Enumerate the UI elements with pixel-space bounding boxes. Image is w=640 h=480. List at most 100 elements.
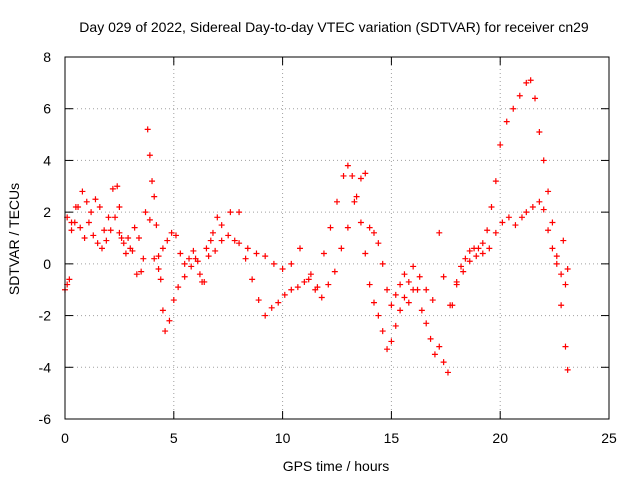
data-point [164, 237, 171, 244]
data-point [194, 258, 201, 265]
x-axis-label: GPS time / hours [283, 458, 390, 474]
data-point [114, 183, 121, 190]
data-point [122, 250, 129, 257]
data-point [275, 299, 282, 306]
data-point [225, 232, 232, 239]
data-point [431, 351, 438, 358]
x-tick-label: 10 [275, 430, 291, 446]
data-point [196, 271, 203, 278]
data-point [175, 284, 182, 291]
data-point [392, 322, 399, 329]
data-point [558, 271, 565, 278]
data-point [392, 291, 399, 298]
data-point [68, 219, 75, 226]
data-point [357, 175, 364, 182]
data-point [536, 198, 543, 205]
data-point [553, 253, 560, 260]
data-point [440, 273, 447, 280]
data-point [375, 240, 382, 247]
data-point [479, 240, 486, 247]
data-point [416, 273, 423, 280]
data-point [436, 343, 443, 350]
data-point [101, 227, 108, 234]
data-point [466, 247, 473, 254]
y-tick-label: 8 [43, 49, 51, 65]
data-point [177, 250, 184, 257]
data-point [362, 170, 369, 177]
data-point [155, 253, 162, 260]
data-point [379, 260, 386, 267]
data-point [510, 105, 517, 112]
data-point [553, 260, 560, 267]
data-point [486, 245, 493, 252]
data-point [255, 297, 262, 304]
data-point [109, 185, 116, 192]
plot-frame [64, 56, 610, 420]
data-point [427, 335, 434, 342]
data-point [236, 209, 243, 216]
x-tick-label: 5 [170, 430, 178, 446]
data-point [203, 245, 210, 252]
data-point [518, 214, 525, 221]
data-point [118, 235, 125, 241]
data-point [527, 77, 534, 84]
data-point [107, 227, 114, 234]
data-point [79, 188, 86, 195]
data-point [532, 95, 539, 102]
data-point [88, 209, 95, 216]
data-point [92, 196, 99, 203]
data-point [338, 245, 345, 252]
data-point [153, 222, 160, 229]
data-point [410, 286, 417, 293]
chart-title: Day 029 of 2022, Sidereal Day-to-day VTE… [79, 19, 589, 35]
y-tick-label: -6 [39, 411, 52, 427]
data-point [120, 240, 127, 247]
data-point [562, 343, 569, 350]
data-point [142, 209, 149, 216]
data-point [479, 250, 486, 257]
data-point [505, 214, 512, 221]
data-point [331, 268, 338, 275]
data-point [159, 245, 166, 252]
data-point [262, 312, 269, 319]
data-point [125, 235, 132, 241]
data-point [353, 193, 360, 200]
data-point [473, 253, 480, 260]
data-point [397, 307, 404, 314]
data-point [334, 198, 340, 205]
data-point [327, 224, 334, 231]
y-tick-label: 4 [43, 152, 51, 168]
data-point [199, 278, 206, 285]
data-point [540, 157, 547, 164]
data-point [129, 247, 136, 254]
x-tick-label: 15 [384, 430, 400, 446]
data-point [227, 209, 234, 216]
gridlines [65, 57, 609, 419]
data-point [249, 276, 256, 283]
data-point [349, 172, 356, 179]
data-point [186, 255, 193, 262]
data-point [190, 247, 197, 254]
y-axis-label: SDTVAR / TECUs [6, 183, 22, 295]
data-point [281, 291, 288, 298]
data-point [66, 276, 73, 283]
data-point [562, 281, 569, 288]
data-point [94, 240, 101, 247]
data-points [62, 77, 571, 376]
data-point [462, 255, 469, 262]
data-point [105, 214, 112, 221]
data-point [523, 209, 530, 216]
data-point [307, 271, 314, 278]
data-point [523, 79, 530, 86]
data-point [497, 141, 504, 148]
data-point [384, 286, 391, 293]
data-point [370, 299, 377, 306]
data-point [98, 245, 105, 252]
data-point [375, 312, 382, 319]
data-point [340, 172, 347, 179]
x-tick-label: 20 [492, 430, 508, 446]
data-point [564, 266, 571, 273]
data-point [242, 255, 249, 262]
data-point [453, 281, 460, 288]
data-point [423, 320, 430, 327]
